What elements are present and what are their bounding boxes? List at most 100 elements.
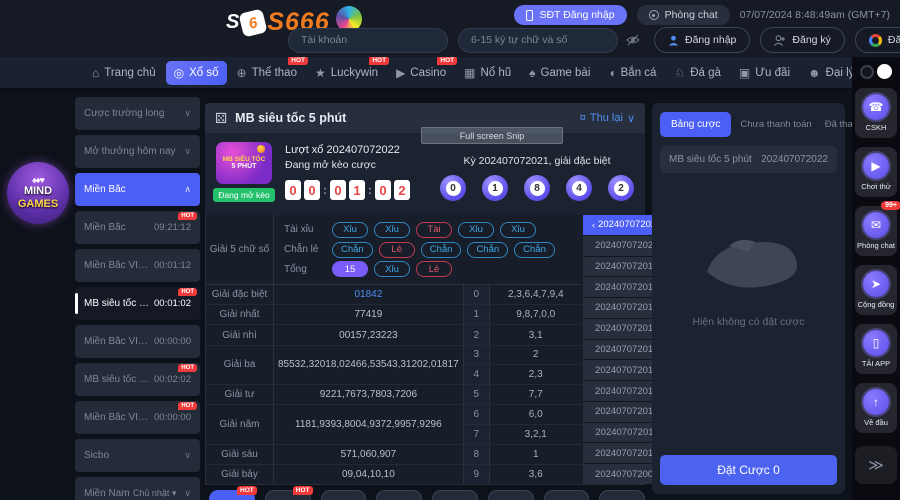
sidebar-item[interactable]: Miền Bắc VIP 2 phút 00:01:12: [75, 249, 200, 282]
nav-item[interactable]: ◎ Xổ số: [165, 60, 227, 85]
period-item[interactable]: 202407072009: [582, 464, 671, 484]
nav-item[interactable]: ⊕ Thể thao HOT: [229, 55, 308, 85]
sidebar-item-extra[interactable]: Chủ nhật ▾: [132, 488, 177, 498]
theme-toggle[interactable]: [860, 64, 892, 79]
bet-option-pill[interactable]: Xỉu: [374, 261, 410, 278]
sidebar-item[interactable]: Miền Bắc VIP 75 giây 00:00:00: [75, 325, 200, 358]
digit-index: 9: [463, 464, 490, 485]
bet-type-pill[interactable]: [543, 490, 590, 500]
bet-option-pill[interactable]: Xỉu: [332, 221, 368, 238]
bet-option-pill[interactable]: Xỉu: [374, 221, 410, 238]
bet-option-pill[interactable]: Lẻ: [378, 241, 415, 258]
nav-item[interactable]: ⌂ Trang chủ: [84, 61, 164, 85]
nav-item-label: Ưu đãi: [755, 66, 790, 79]
user-icon: [668, 35, 679, 45]
period-item[interactable]: 202407072016: [582, 318, 671, 339]
nav-item[interactable]: ♘ Đá gà: [666, 61, 728, 85]
nav-item[interactable]: ▶ Casino HOT: [388, 55, 458, 85]
period-item[interactable]: 202407072010: [582, 443, 671, 464]
bet-option-pill[interactable]: Lẻ: [416, 261, 452, 278]
period-item[interactable]: 202407072015: [582, 339, 671, 360]
period-item[interactable]: 202407072012: [582, 401, 671, 422]
sidebar-item[interactable]: Mở thưởng hôm nay ∨: [75, 135, 200, 168]
nav-item[interactable]: ▦ Nổ hũ: [456, 61, 519, 85]
prize-numbers: 1181,9393,8004,9372,9957,9296: [274, 405, 464, 444]
period-item[interactable]: 202407072011: [582, 422, 671, 443]
nav-item-label: Xổ số: [189, 66, 219, 79]
bet-panel: Bảng cược Chưa thanh toán Đã thanh toán …: [652, 103, 884, 494]
sidebar-item-label: Miền Nam: [84, 488, 130, 499]
login-button[interactable]: Đăng nhập: [654, 27, 751, 53]
username-input[interactable]: [288, 27, 448, 53]
bet-option-pill[interactable]: Xỉu: [458, 221, 494, 238]
period-item[interactable]: ‹ 202407072021: [582, 215, 671, 235]
bet-type-pill[interactable]: [432, 490, 478, 500]
bet-panel-tab[interactable]: Chưa thanh toán: [740, 119, 812, 130]
period-item[interactable]: 202407072017: [582, 298, 671, 318]
register-label: Đăng ký: [792, 34, 831, 46]
rail-item[interactable]: ↑ Về đầu: [855, 383, 897, 433]
rail-item[interactable]: ▯ TẢI APP: [855, 324, 897, 374]
rail-expand-button[interactable]: ≫: [855, 446, 897, 484]
bet-option-pill[interactable]: 15: [332, 261, 368, 278]
password-input[interactable]: [458, 27, 618, 53]
rail-item[interactable]: ▶ Chơi thử: [855, 147, 897, 197]
nav-item[interactable]: ♠ Game bài: [521, 61, 598, 85]
sidebar-item[interactable]: Cược trường long ∨: [75, 97, 200, 130]
rail-item[interactable]: ✉ Phòng chat 99+: [855, 201, 900, 256]
bet-panel-tab[interactable]: Bảng cược: [660, 112, 732, 137]
bet-type-pill[interactable]: [487, 490, 534, 500]
place-bet-button[interactable]: Đặt Cược 0: [660, 455, 837, 485]
eye-toggle-icon[interactable]: [626, 33, 640, 51]
lottery-sidebar: Cược trường long ∨ Mở thưởng hôm nay ∨ M…: [75, 97, 200, 500]
login-label: Đăng nhập: [685, 34, 737, 46]
nav-item[interactable]: ◖ Bắn cá: [600, 61, 664, 85]
prize-row: Giải đặc biệt 01842 0 2,3,6,4,7,9,4: [206, 285, 582, 306]
logo-text: S: [226, 11, 240, 33]
period-item[interactable]: 202407072020: [582, 235, 671, 256]
period-item[interactable]: 202407072014: [582, 360, 671, 381]
google-login-button[interactable]: Đăng nhập Google: [854, 27, 900, 53]
bet-type-pill[interactable]: HOT: [209, 486, 257, 500]
sidebar-item[interactable]: Miền Bắc ∧: [75, 173, 200, 206]
bet-option-pill[interactable]: Tài: [416, 221, 452, 238]
rail-item[interactable]: ☎ CSKH: [855, 88, 897, 138]
sidebar-item[interactable]: Miền Bắc VIP 45 giây 00:00:00 HOT: [75, 401, 200, 434]
bet-type-pill[interactable]: [376, 490, 422, 500]
rail-item[interactable]: ➤ Cộng đồng: [855, 265, 897, 315]
nav-item[interactable]: ▣ Ưu đãi: [731, 61, 798, 85]
period-item[interactable]: 202407072018: [582, 277, 671, 298]
period-item[interactable]: 202407072019: [582, 256, 671, 277]
digit-index: 8: [463, 444, 490, 464]
quick-row-label: Tổng: [284, 263, 307, 275]
chat-room-button[interactable]: Phòng chat: [636, 5, 730, 25]
bet-option-pill[interactable]: Chẵn: [467, 241, 509, 258]
bet-type-pill[interactable]: HOT: [264, 486, 313, 500]
bet-option-pill[interactable]: Chẵn: [420, 241, 462, 258]
bet-option-pill[interactable]: Chẵn: [332, 241, 373, 258]
bet-option-pill[interactable]: Xỉu: [500, 221, 536, 238]
sidebar-item[interactable]: MB siêu tốc 3 phút 00:02:02 HOT: [75, 363, 200, 396]
prize-row: Giải ba 85532,32018,02466,53543,31202,01…: [206, 345, 582, 386]
period-item[interactable]: 202407072013: [582, 381, 671, 401]
nav-item[interactable]: ☻ Đại lý: [800, 61, 862, 85]
bet-type-pill[interactable]: [320, 490, 367, 500]
mind-games-float-badge[interactable]: ♠♦♥ MIND GAMES: [7, 162, 71, 238]
sidebar-item[interactable]: Sicbo ∨: [75, 439, 200, 472]
bet-option-pill[interactable]: Chẵn: [514, 241, 555, 258]
round-status: Đang mở kèo cược: [285, 159, 376, 171]
phone-login-button[interactable]: SĐT Đăng nhập: [514, 5, 627, 25]
sidebar-item[interactable]: Miền Bắc 09:21:12 HOT: [75, 211, 200, 244]
rail-item-icon: ➤: [863, 271, 889, 297]
bet-type-pill[interactable]: [599, 490, 645, 500]
register-button[interactable]: Đăng ký: [760, 27, 845, 53]
bet-game-period: 202407072022: [761, 154, 828, 165]
bet-game-row: MB siêu tốc 5 phút 202407072022: [660, 146, 837, 173]
sidebar-item-label: Miền Bắc VIP 2 phút: [84, 260, 150, 271]
collapse-button[interactable]: ¤ Thu lại ∨: [579, 112, 635, 125]
nav-item[interactable]: ★ Luckywin HOT: [307, 55, 390, 85]
sidebar-item[interactable]: MB siêu tốc 5 phút 00:01:02 HOT: [75, 287, 200, 320]
prize-label: Giải bảy: [206, 464, 274, 485]
rail-item-icon: ▶: [863, 153, 889, 179]
sidebar-item[interactable]: Miền Nam Chủ nhật ▾ ∨: [75, 477, 200, 500]
